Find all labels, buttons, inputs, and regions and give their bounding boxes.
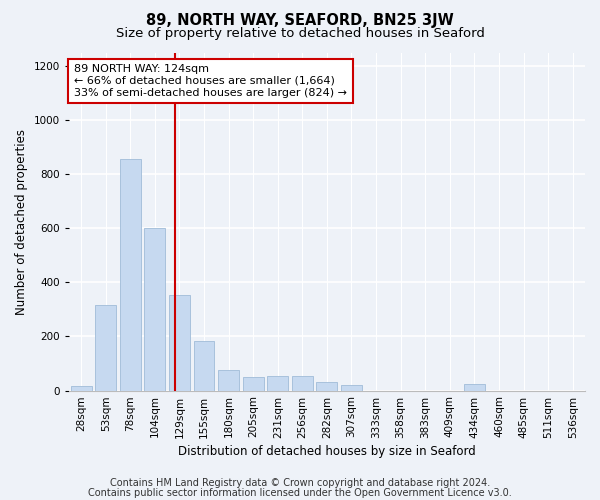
- Bar: [120, 160, 141, 390]
- Bar: [71, 386, 92, 390]
- Bar: [243, 377, 263, 390]
- Bar: [145, 228, 166, 390]
- X-axis label: Distribution of detached houses by size in Seaford: Distribution of detached houses by size …: [178, 444, 476, 458]
- Text: Contains HM Land Registry data © Crown copyright and database right 2024.: Contains HM Land Registry data © Crown c…: [110, 478, 490, 488]
- Bar: [292, 376, 313, 390]
- Bar: [268, 376, 288, 390]
- Bar: [464, 384, 485, 390]
- Text: 89, NORTH WAY, SEAFORD, BN25 3JW: 89, NORTH WAY, SEAFORD, BN25 3JW: [146, 12, 454, 28]
- Text: Size of property relative to detached houses in Seaford: Size of property relative to detached ho…: [116, 28, 484, 40]
- Bar: [316, 382, 337, 390]
- Bar: [169, 294, 190, 390]
- Bar: [194, 340, 214, 390]
- Y-axis label: Number of detached properties: Number of detached properties: [15, 128, 28, 314]
- Bar: [95, 306, 116, 390]
- Bar: [218, 370, 239, 390]
- Text: Contains public sector information licensed under the Open Government Licence v3: Contains public sector information licen…: [88, 488, 512, 498]
- Bar: [341, 385, 362, 390]
- Text: 89 NORTH WAY: 124sqm
← 66% of detached houses are smaller (1,664)
33% of semi-de: 89 NORTH WAY: 124sqm ← 66% of detached h…: [74, 64, 347, 98]
